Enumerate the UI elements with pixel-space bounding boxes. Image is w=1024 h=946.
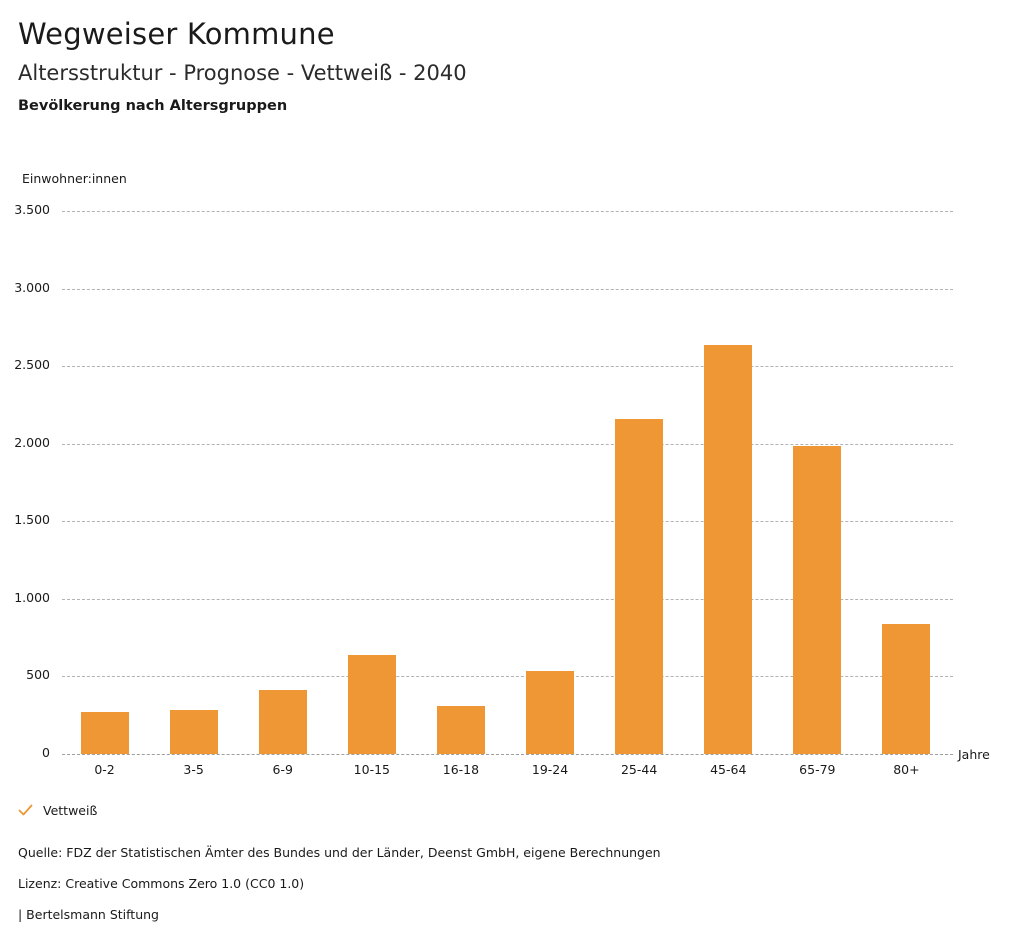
- x-axis-tick-label: 45-64: [710, 762, 747, 777]
- page-title: Wegweiser Kommune: [18, 17, 335, 51]
- x-axis-tick-label: 6-9: [272, 762, 293, 777]
- chart-header: Wegweiser Kommune Altersstruktur - Progn…: [18, 16, 998, 116]
- gridline: [62, 598, 953, 600]
- bar-19-24[interactable]: [526, 671, 575, 754]
- bar-10-15[interactable]: [347, 655, 396, 754]
- x-axis-tick-label: 10-15: [353, 762, 390, 777]
- bar-3-5[interactable]: [169, 710, 218, 754]
- footnote-license: Lizenz: Creative Commons Zero 1.0 (CC0 1…: [18, 876, 305, 891]
- y-axis-tick-label: 3.500: [14, 202, 50, 217]
- x-axis-label: Jahre: [958, 747, 990, 762]
- bar-25-44[interactable]: [615, 419, 664, 754]
- chart-legend[interactable]: Vettweiß: [18, 803, 97, 818]
- y-axis-tick-label: 1.500: [14, 512, 50, 528]
- bar-16-18[interactable]: [436, 706, 485, 754]
- gridline: [62, 366, 953, 368]
- bar-45-64[interactable]: [704, 345, 753, 754]
- x-axis-tick-label: 19-24: [531, 762, 569, 777]
- bar-series-vettweiss: [80, 345, 931, 754]
- x-axis-tick-label: 0-2: [94, 762, 115, 777]
- gridline: [62, 443, 953, 445]
- chart-subtitle: Altersstruktur - Prognose - Vettweiß - 2…: [18, 61, 467, 85]
- x-axis-tick-label: 65-79: [799, 762, 836, 777]
- bar-65-79[interactable]: [793, 445, 842, 754]
- bar-6-9[interactable]: [258, 689, 307, 754]
- y-axis-tick-label: 500: [26, 667, 50, 683]
- check-icon: [18, 803, 33, 818]
- x-axis-tick-label: 3-5: [183, 762, 204, 777]
- gridline: [62, 211, 953, 212]
- bar-0-2[interactable]: [80, 712, 129, 754]
- y-axis-tick-label: 1.000: [14, 589, 50, 605]
- footnote-organisation: | Bertelsmann Stiftung: [18, 907, 159, 922]
- y-axis-tick-label: 2.500: [14, 357, 50, 373]
- bar-80+[interactable]: [882, 624, 931, 754]
- y-axis-tick-label: 0: [42, 745, 50, 760]
- footnote-source: Quelle: FDZ der Statistischen Ämter des …: [18, 845, 661, 860]
- y-axis-label: Einwohner:innen: [22, 171, 127, 186]
- x-axis-tick-label: 16-18: [442, 762, 480, 777]
- gridline: [62, 754, 953, 755]
- y-axis-tick-label: 2.000: [14, 434, 50, 450]
- legend-item-label: Vettweiß: [43, 803, 98, 818]
- chart-plot-area: Einwohner:innen 0 500 1.000 1.500 2.000 2.500…: [14, 171, 990, 777]
- chart-description: Bevölkerung nach Altersgruppen: [18, 98, 288, 114]
- x-axis-tick-label: 80+: [893, 762, 920, 777]
- gridline: [62, 521, 953, 523]
- gridline: [62, 676, 953, 678]
- y-axis-tick-label: 3.000: [14, 279, 50, 295]
- gridline: [62, 288, 953, 290]
- x-axis-tick-label: 25-44: [620, 762, 658, 777]
